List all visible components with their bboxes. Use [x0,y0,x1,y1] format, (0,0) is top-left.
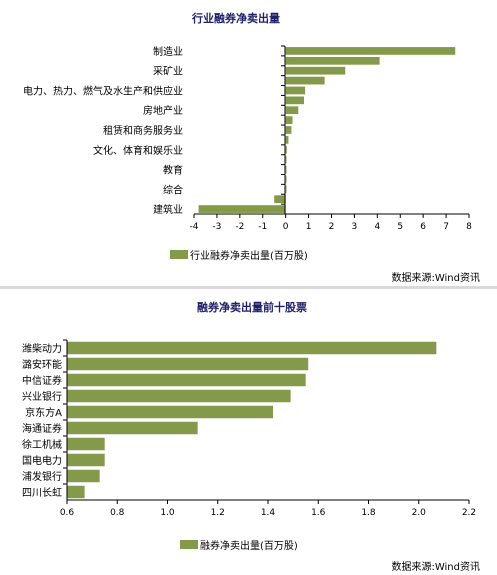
source-note: 数据来源:Wind资讯 [391,560,480,573]
x-tick-label: 1.2 [211,508,225,518]
category-label: 采矿业 [153,65,183,78]
x-tick-label: 2 [329,222,335,232]
category-label: 建筑业 [153,203,183,216]
bar [67,405,274,419]
x-tick-label: -2 [235,222,244,232]
category-label: 浦发银行 [22,470,62,483]
x-tick-label: 0.6 [60,508,75,518]
category-label: 房地产业 [143,104,183,117]
panel-divider [0,286,497,289]
bar [67,373,306,387]
bar [285,175,287,184]
x-tick-label: 1.0 [160,508,175,518]
legend: 融券净卖出量(百万股) [180,539,298,552]
legend: 行业融券净卖出量(百万股) [170,249,308,262]
bar [285,106,299,115]
bar [67,421,198,435]
legend-swatch [180,540,198,549]
category-label: 租赁和商务服务业 [103,124,183,137]
x-tick-label: 0 [283,222,289,232]
chart-title: 行业融券净卖出量 [191,11,280,25]
industry-chart-panel: 行业融券净卖出量 制造业采矿业电力、热力、燃气及水生产和供应业房地产业租赁和商务… [0,11,497,289]
category-label: 中信证券 [22,374,62,387]
legend-label: 行业融券净卖出量(百万股) [190,249,308,262]
bar [285,116,293,124]
x-tick-label: 1.6 [311,508,326,518]
bar [67,485,85,499]
x-tick-label: 1.4 [261,508,276,518]
x-tick-label: 2.2 [462,508,476,518]
category-label: 海通证券 [22,422,62,435]
category-label: 潞安环能 [22,358,62,371]
x-tick-label: -4 [190,222,199,232]
bar [67,357,309,371]
bar [67,437,105,451]
bar [67,389,291,403]
category-label: 教育 [163,164,183,177]
x-tick-label: 0.8 [110,508,125,518]
category-label: 四川长虹 [22,487,62,499]
x-tick-label: 3 [352,222,358,232]
x-tick-label: 1 [306,222,312,232]
bar [285,76,325,85]
x-tick-label: 8 [466,222,472,232]
source-note: 数据来源:Wind资讯 [391,271,480,284]
top-stocks-chart-panel: 融券净卖出量前十股票 潍柴动力潞安环能中信证券兴业银行京东方A 海通证券徐工机械国… [0,289,497,575]
industry-chart: 行业融券净卖出量 制造业采矿业电力、热力、燃气及水生产和供应业房地产业租赁和商务… [23,11,480,284]
category-label: 潍柴动力 [22,342,62,355]
legend-swatch [170,250,188,259]
bar [285,47,456,55]
chart-title: 融券净卖出量前十股票 [197,300,307,314]
x-tick-label: 5 [397,222,403,232]
bar [285,155,287,164]
category-label: 国电电力 [22,454,62,467]
bar [285,145,287,154]
bar [285,185,287,194]
category-label: 兴业银行 [22,390,62,403]
category-label: 京东方A [25,406,62,419]
x-tick-label: 7 [443,222,449,232]
bar [285,126,292,134]
category-label: 文化、体育和娱乐业 [93,144,183,157]
x-tick-label: 6 [420,222,426,232]
x-tick-label: -1 [258,222,267,232]
bar [67,341,437,355]
category-label: 综合 [163,183,183,196]
category-label: 制造业 [153,45,183,58]
bar [67,469,100,483]
x-tick-label: 4 [374,222,380,232]
bar [285,66,346,75]
bar [285,96,304,105]
bar [285,165,287,174]
legend-label: 融券净卖出量(百万股) [200,539,298,552]
bar [67,453,105,467]
category-label: 徐工机械 [22,438,62,451]
bar [285,136,289,144]
bar [285,86,306,95]
bar [198,205,286,213]
x-tick-label: 1.8 [361,508,376,518]
bar [274,195,286,204]
bar [285,56,380,65]
x-tick-label: -3 [212,222,221,232]
x-tick-label: 2.0 [412,508,427,518]
category-label: 电力、热力、燃气及水生产和供应业 [23,84,183,97]
